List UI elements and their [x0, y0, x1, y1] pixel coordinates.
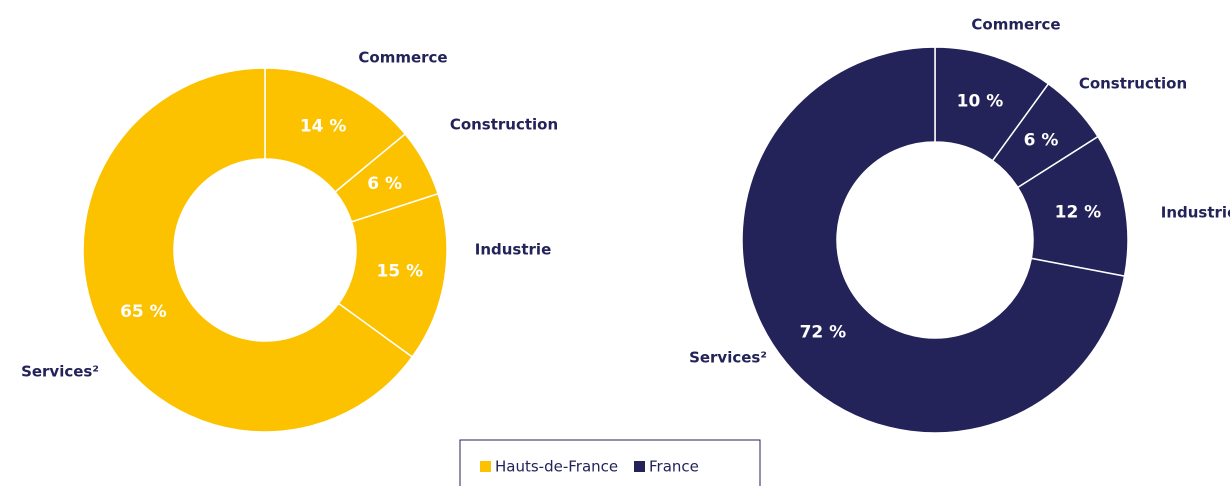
data-label: 14 %: [300, 116, 347, 136]
data-label: 6 %: [1024, 130, 1059, 150]
data-label: 12 %: [1055, 203, 1102, 223]
category-label: Construction: [1079, 75, 1187, 93]
data-label: 72 %: [800, 323, 847, 343]
slice: [337, 192, 448, 359]
data-label: 6 %: [367, 174, 402, 194]
slice: [741, 46, 1126, 434]
category-label: Industrie: [475, 241, 552, 259]
category-label: Commerce: [971, 16, 1060, 34]
data-label: 65 %: [120, 302, 167, 322]
category-label: Services²: [21, 363, 99, 381]
data-label: 10 %: [957, 92, 1004, 112]
category-label: Services²: [689, 349, 767, 367]
legend-label: Hauts-de-France: [495, 458, 618, 476]
category-label: Industrie: [1161, 204, 1230, 222]
legend-box: [459, 439, 761, 486]
slice: [82, 67, 414, 433]
category-label: Commerce: [358, 49, 447, 67]
data-label: 15 %: [377, 261, 424, 281]
legend-swatch: [634, 461, 645, 472]
legend-label: France: [649, 458, 699, 476]
legend-swatch: [480, 461, 491, 472]
category-label: Construction: [450, 116, 558, 134]
